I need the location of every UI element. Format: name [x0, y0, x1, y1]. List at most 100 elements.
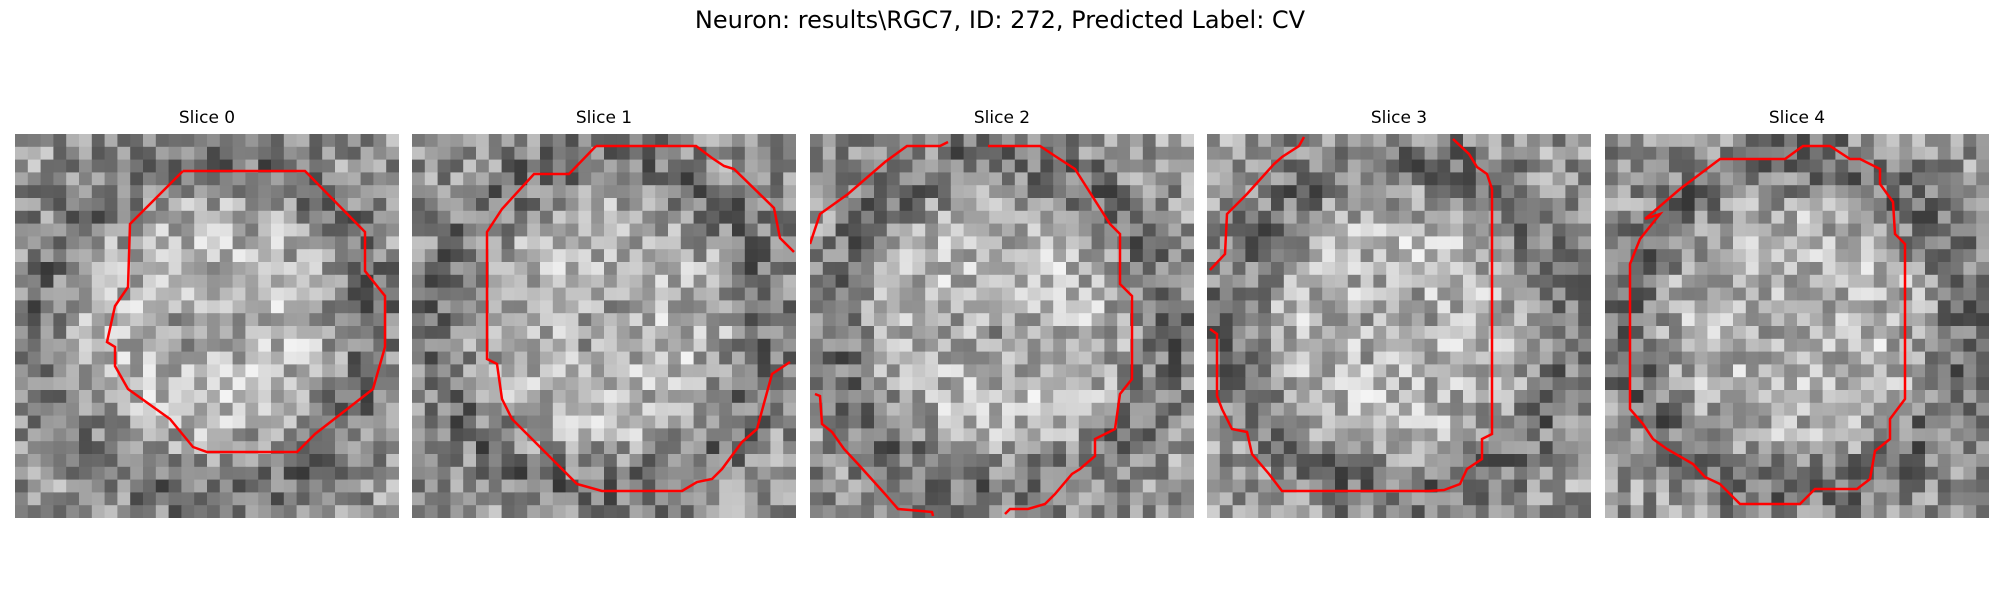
- pixel: [1630, 479, 1644, 493]
- pixel: [1437, 210, 1451, 225]
- pixel: [207, 236, 221, 250]
- pixel: [1643, 326, 1657, 340]
- pixel: [1117, 134, 1131, 148]
- pixel: [1450, 159, 1464, 173]
- pixel: [1322, 287, 1336, 301]
- pixel: [925, 466, 939, 481]
- pixel: [1861, 428, 1875, 442]
- pixel: [706, 185, 720, 199]
- pixel: [130, 326, 144, 340]
- pixel: [1527, 185, 1541, 199]
- pixel: [1245, 326, 1259, 340]
- pixel: [1501, 274, 1515, 289]
- pixel: [207, 505, 221, 518]
- pixel: [1130, 185, 1144, 199]
- pixel: [744, 198, 759, 212]
- pixel: [219, 249, 234, 263]
- pixel: [1501, 505, 1515, 518]
- pixel: [1771, 300, 1785, 314]
- pixel: [1527, 390, 1541, 404]
- pixel: [706, 428, 720, 442]
- pixel: [1527, 364, 1541, 378]
- pixel: [155, 300, 170, 314]
- pixel: [1950, 441, 1964, 455]
- pixel: [1669, 326, 1683, 340]
- pixel: [1797, 223, 1811, 237]
- pixel: [886, 223, 901, 237]
- pixel: [1463, 185, 1477, 199]
- pixel: [1309, 441, 1323, 455]
- pixel: [40, 351, 54, 365]
- pixel: [1630, 428, 1644, 442]
- pixel: [1835, 134, 1849, 148]
- pixel: [706, 326, 720, 340]
- pixel: [15, 236, 29, 250]
- pixel: [1271, 274, 1285, 289]
- pixel: [1797, 415, 1811, 429]
- pixel: [1720, 466, 1734, 481]
- pixel: [527, 210, 541, 225]
- pixel: [309, 338, 323, 353]
- pixel: [1168, 402, 1182, 417]
- pixel: [1399, 415, 1413, 429]
- pixel: [1809, 300, 1824, 314]
- pixel: [143, 454, 157, 468]
- pixel: [835, 300, 849, 314]
- pixel: [783, 313, 796, 327]
- pixel: [1552, 492, 1566, 506]
- pixel: [1463, 479, 1477, 493]
- pixel: [616, 300, 631, 314]
- pixel: [1117, 492, 1131, 506]
- pixel: [1091, 287, 1105, 301]
- pixel: [783, 326, 796, 340]
- pixel: [706, 441, 720, 455]
- pixel: [347, 134, 362, 148]
- pixel: [130, 223, 144, 237]
- pixel: [527, 185, 541, 199]
- pixel: [938, 172, 952, 186]
- pixel: [1501, 198, 1515, 212]
- pixel: [283, 390, 298, 404]
- pixel: [1040, 313, 1054, 327]
- pixel: [501, 249, 515, 263]
- pixel: [130, 274, 144, 289]
- pixel: [1656, 326, 1670, 340]
- pixel: [424, 466, 439, 481]
- pixel: [1912, 159, 1926, 173]
- pixel: [347, 492, 362, 506]
- pixel: [1565, 479, 1579, 493]
- pixel: [848, 428, 862, 442]
- pixel: [463, 428, 477, 442]
- pixel: [1643, 198, 1657, 212]
- pixel: [925, 172, 939, 186]
- pixel: [886, 454, 901, 468]
- pixel: [296, 505, 310, 518]
- pixel: [232, 146, 246, 161]
- pixel: [1514, 210, 1528, 225]
- pixel: [1014, 338, 1029, 353]
- pixel: [1271, 249, 1285, 263]
- pixel: [1848, 159, 1862, 173]
- pixel: [488, 313, 503, 327]
- pixel: [1207, 377, 1221, 391]
- pixel: [1219, 326, 1234, 340]
- pixel: [848, 415, 862, 429]
- pixel: [1002, 223, 1016, 237]
- pixel: [1669, 274, 1683, 289]
- pixel: [1437, 326, 1451, 340]
- pixel: [1424, 390, 1438, 404]
- pixel: [1475, 185, 1490, 199]
- pixel: [488, 428, 503, 442]
- pixel: [1181, 492, 1194, 506]
- pixel: [1656, 236, 1670, 250]
- pixel: [1539, 428, 1554, 442]
- pixel: [1912, 479, 1926, 493]
- pixel: [540, 351, 554, 365]
- pixel: [565, 172, 579, 186]
- pixel: [283, 159, 298, 173]
- pixel: [1539, 454, 1554, 468]
- pixel: [219, 415, 234, 429]
- pixel: [540, 428, 554, 442]
- pixel: [360, 287, 374, 301]
- pixel: [925, 287, 939, 301]
